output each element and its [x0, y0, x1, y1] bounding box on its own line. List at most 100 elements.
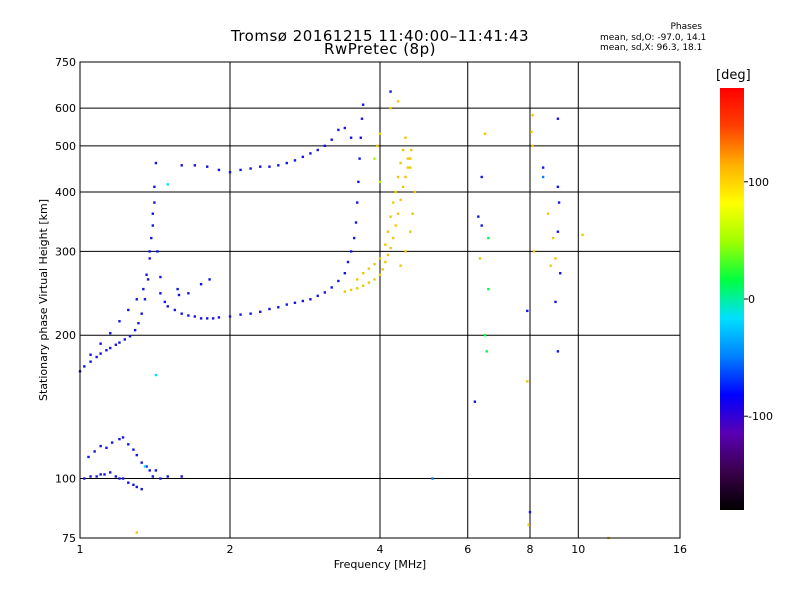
o-mode-point — [114, 475, 118, 478]
x-mode-point — [581, 233, 584, 237]
o-mode-point — [554, 300, 557, 304]
o-mode-point — [193, 315, 197, 318]
o-mode-point — [330, 138, 333, 141]
x-mode-point — [483, 132, 487, 135]
o-mode-point — [156, 250, 159, 253]
o-mode-point — [154, 469, 158, 472]
o-mode-point — [87, 455, 90, 459]
chart-title: Tromsø 20161215 11:40:00–11:41:43 — [230, 27, 530, 45]
o-mode-point — [316, 148, 319, 152]
o-mode-point — [151, 475, 155, 478]
x-mode-point — [401, 148, 405, 152]
x-mode-point — [409, 157, 412, 160]
o-mode-point — [477, 215, 480, 218]
y-tick-label: 200 — [55, 329, 76, 342]
o-mode-point — [557, 201, 561, 204]
o-mode-point — [337, 279, 340, 283]
o-mode-point — [473, 400, 477, 403]
o-mode-point — [132, 483, 135, 487]
o-mode-point — [199, 317, 203, 320]
x-mode-point — [361, 272, 365, 275]
phase-point — [373, 157, 376, 160]
x-mode-point — [384, 243, 387, 246]
y-tick-label: 100 — [55, 473, 76, 486]
x-mode-point — [409, 148, 413, 152]
colorbar-tick-label: 100 — [748, 176, 769, 189]
x-mode-point — [367, 267, 371, 270]
o-mode-point — [135, 298, 138, 301]
x-mode-point — [530, 130, 533, 134]
o-mode-point — [556, 350, 560, 353]
x-mode-point — [378, 132, 382, 135]
x-mode-point — [409, 230, 412, 233]
o-mode-point — [145, 465, 148, 468]
o-mode-point — [352, 236, 356, 240]
o-mode-point — [105, 446, 108, 450]
o-mode-point — [118, 341, 121, 344]
o-mode-point — [187, 292, 190, 295]
o-mode-point — [301, 155, 305, 159]
phase-point — [485, 350, 488, 353]
x-mode-point — [386, 230, 390, 233]
x-mode-point — [391, 236, 395, 240]
o-mode-point — [205, 317, 209, 320]
x-mode-point — [531, 144, 534, 148]
x-tick-label: 16 — [673, 543, 687, 556]
o-mode-point — [349, 250, 353, 253]
o-mode-point — [559, 272, 562, 275]
o-mode-point — [95, 475, 98, 478]
o-mode-point — [285, 303, 288, 306]
x-mode-point — [399, 198, 402, 202]
phase-point — [431, 477, 434, 480]
phase-point — [143, 465, 147, 468]
o-mode-point — [132, 448, 135, 451]
o-mode-point — [176, 287, 179, 291]
o-mode-point — [121, 477, 125, 480]
phase-point — [487, 287, 490, 291]
x-axis-label: Frequency [MHz] — [334, 558, 426, 571]
x-mode-point — [532, 250, 536, 253]
x-mode-point — [551, 236, 555, 240]
o-mode-point — [359, 136, 362, 139]
o-mode-point — [159, 292, 162, 295]
x-mode-point — [411, 212, 414, 215]
o-mode-point — [118, 477, 121, 480]
colorbar-tick-label: -100 — [748, 410, 773, 423]
x-mode-point — [355, 278, 359, 281]
o-mode-point — [109, 471, 112, 474]
o-mode-point — [361, 103, 365, 106]
o-mode-point — [166, 475, 169, 478]
o-mode-point — [146, 278, 150, 281]
x-tick-label: 4 — [377, 543, 384, 556]
o-mode-point — [159, 477, 162, 480]
o-mode-point — [143, 298, 147, 301]
y-axis-label: Stationary phase Virtual Height [km] — [37, 199, 50, 401]
x-mode-point — [399, 264, 402, 267]
x-mode-point — [355, 287, 359, 290]
o-mode-point — [153, 185, 156, 189]
o-mode-point — [99, 444, 102, 448]
y-tick-labels: 75 100 200 300 400 500 600 750 — [55, 56, 76, 545]
o-mode-point — [153, 201, 156, 204]
x-tick-label: 1 — [77, 543, 84, 556]
x-mode-point — [381, 268, 384, 271]
o-mode-point — [114, 343, 118, 346]
o-mode-point — [360, 117, 364, 120]
o-mode-point — [358, 157, 361, 160]
y-tick-label: 600 — [55, 102, 76, 115]
x-mode-point — [478, 257, 482, 260]
o-mode-point — [150, 236, 153, 240]
x-mode-point — [406, 157, 410, 160]
o-mode-point — [211, 317, 215, 320]
o-mode-point — [128, 335, 132, 338]
o-mode-point — [148, 257, 151, 260]
grid-lines — [80, 62, 680, 538]
o-mode-point — [180, 312, 183, 315]
o-mode-point — [127, 308, 130, 312]
y-tick-label: 300 — [55, 245, 76, 258]
x-mode-point — [404, 250, 407, 253]
x-mode-point — [394, 224, 397, 227]
x-tick-label: 6 — [464, 543, 471, 556]
x-mode-point — [389, 246, 392, 250]
